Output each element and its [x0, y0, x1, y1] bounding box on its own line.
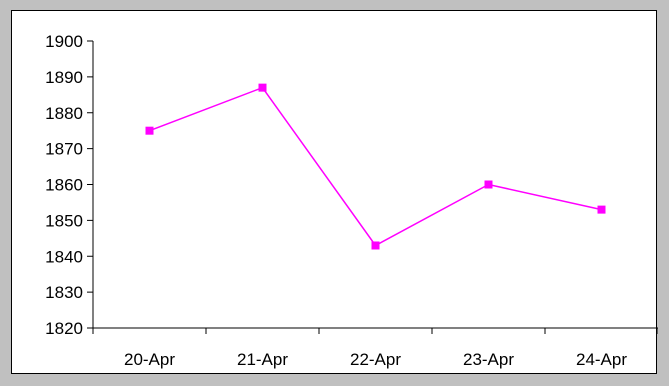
series-line — [149, 86, 602, 247]
data-point-marker — [484, 180, 493, 189]
x-tick-label: 23-Apr — [463, 350, 514, 369]
y-tick-label: 1880 — [45, 104, 83, 123]
x-tick-label: 21-Apr — [237, 350, 288, 369]
axes — [87, 40, 658, 334]
line-chart: 1820 1830 1840 1850 1860 1870 1880 1890 1900 20-A… — [45, 32, 658, 369]
chart-area: 1820 1830 1840 1850 1860 1870 1880 1890 1900 20-A… — [11, 10, 658, 374]
y-tick-label: 1830 — [45, 283, 83, 302]
tick-labels: 1820 1830 1840 1850 1860 1870 1880 1890 1900 20-A… — [45, 32, 627, 369]
x-tick-label: 20-Apr — [124, 350, 175, 369]
y-tick-label: 1820 — [45, 319, 83, 338]
data-point-marker — [597, 205, 606, 214]
y-tick-label: 1890 — [45, 68, 83, 87]
data-series — [145, 83, 606, 250]
y-tick-label: 1860 — [45, 176, 83, 195]
data-point-marker — [371, 241, 380, 250]
x-tick-label: 24-Apr — [576, 350, 627, 369]
data-point-marker — [258, 83, 267, 92]
y-tick-label: 1900 — [45, 32, 83, 51]
y-tick-label: 1840 — [45, 247, 83, 266]
x-tick-label: 22-Apr — [350, 350, 401, 369]
data-point-marker — [145, 126, 154, 135]
y-tick-label: 1850 — [45, 211, 83, 230]
y-tick-label: 1870 — [45, 140, 83, 159]
